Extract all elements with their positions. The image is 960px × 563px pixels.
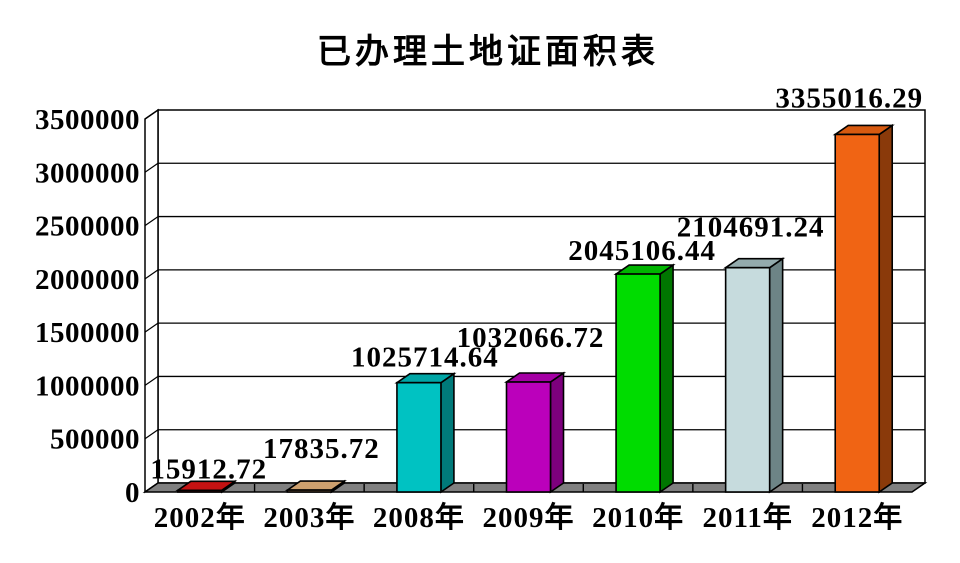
x-label-2012年: 2012年 (811, 500, 903, 534)
y-tick (144, 375, 159, 386)
value-label-2010年: 2045106.44 (568, 235, 716, 267)
bar-2012年 (832, 123, 895, 494)
bar-2003年 (284, 479, 347, 494)
value-label-2002年: 15912.72 (150, 453, 267, 485)
y-tick (144, 322, 159, 333)
bar-front-face (834, 133, 881, 493)
y-tick-label-2500000: 2500000 (35, 211, 140, 243)
y-tick (144, 216, 159, 227)
y-tick-label-500000: 500000 (50, 424, 140, 456)
chart-title: 已办理土地证面积表 (317, 34, 659, 71)
bar-front-face (505, 381, 552, 493)
y-tick-label-0: 0 (125, 477, 140, 509)
bar-front-face (615, 273, 661, 493)
y-tick-label-3500000: 3500000 (35, 104, 140, 136)
bar-front-face (176, 489, 223, 493)
bar-side-face (440, 372, 455, 494)
bar-side-face (768, 257, 784, 494)
x-label-2002年: 2002年 (154, 500, 246, 534)
bar-side-face (549, 371, 565, 494)
value-label-2009年: 1032066.72 (457, 322, 605, 354)
y-tick-label-2000000: 2000000 (35, 264, 140, 296)
bar-2011年 (723, 257, 786, 494)
bar-front-face (396, 381, 442, 493)
y-tick (144, 162, 159, 173)
value-label-2008年: 1025714.64 (351, 342, 499, 374)
x-label-2010年: 2010年 (592, 500, 684, 534)
bar-front-face (724, 266, 771, 493)
x-label-2003年: 2003年 (263, 500, 355, 534)
bar-front-face (286, 489, 333, 493)
y-tick (144, 429, 159, 440)
bar-side-face (659, 263, 674, 494)
value-label-2012年: 3355016.29 (775, 82, 923, 114)
y-tick (144, 269, 159, 280)
x-label-2011年: 2011年 (702, 500, 792, 534)
bar-2010年 (613, 263, 676, 494)
value-label-2003年: 17835.72 (263, 433, 380, 465)
value-label-2011年: 2104691.24 (677, 212, 825, 244)
y-tick (144, 109, 159, 120)
bar-2008年 (394, 372, 457, 494)
x-label-2008年: 2008年 (373, 500, 465, 534)
x-label-2009年: 2009年 (482, 500, 574, 534)
y-tick-label-1000000: 1000000 (35, 370, 140, 402)
y-tick-label-3000000: 3000000 (35, 157, 140, 189)
bar-2009年 (503, 371, 567, 494)
bar-2002年 (175, 479, 238, 494)
y-tick-label-1500000: 1500000 (35, 317, 140, 349)
bar-side-face (878, 123, 894, 494)
